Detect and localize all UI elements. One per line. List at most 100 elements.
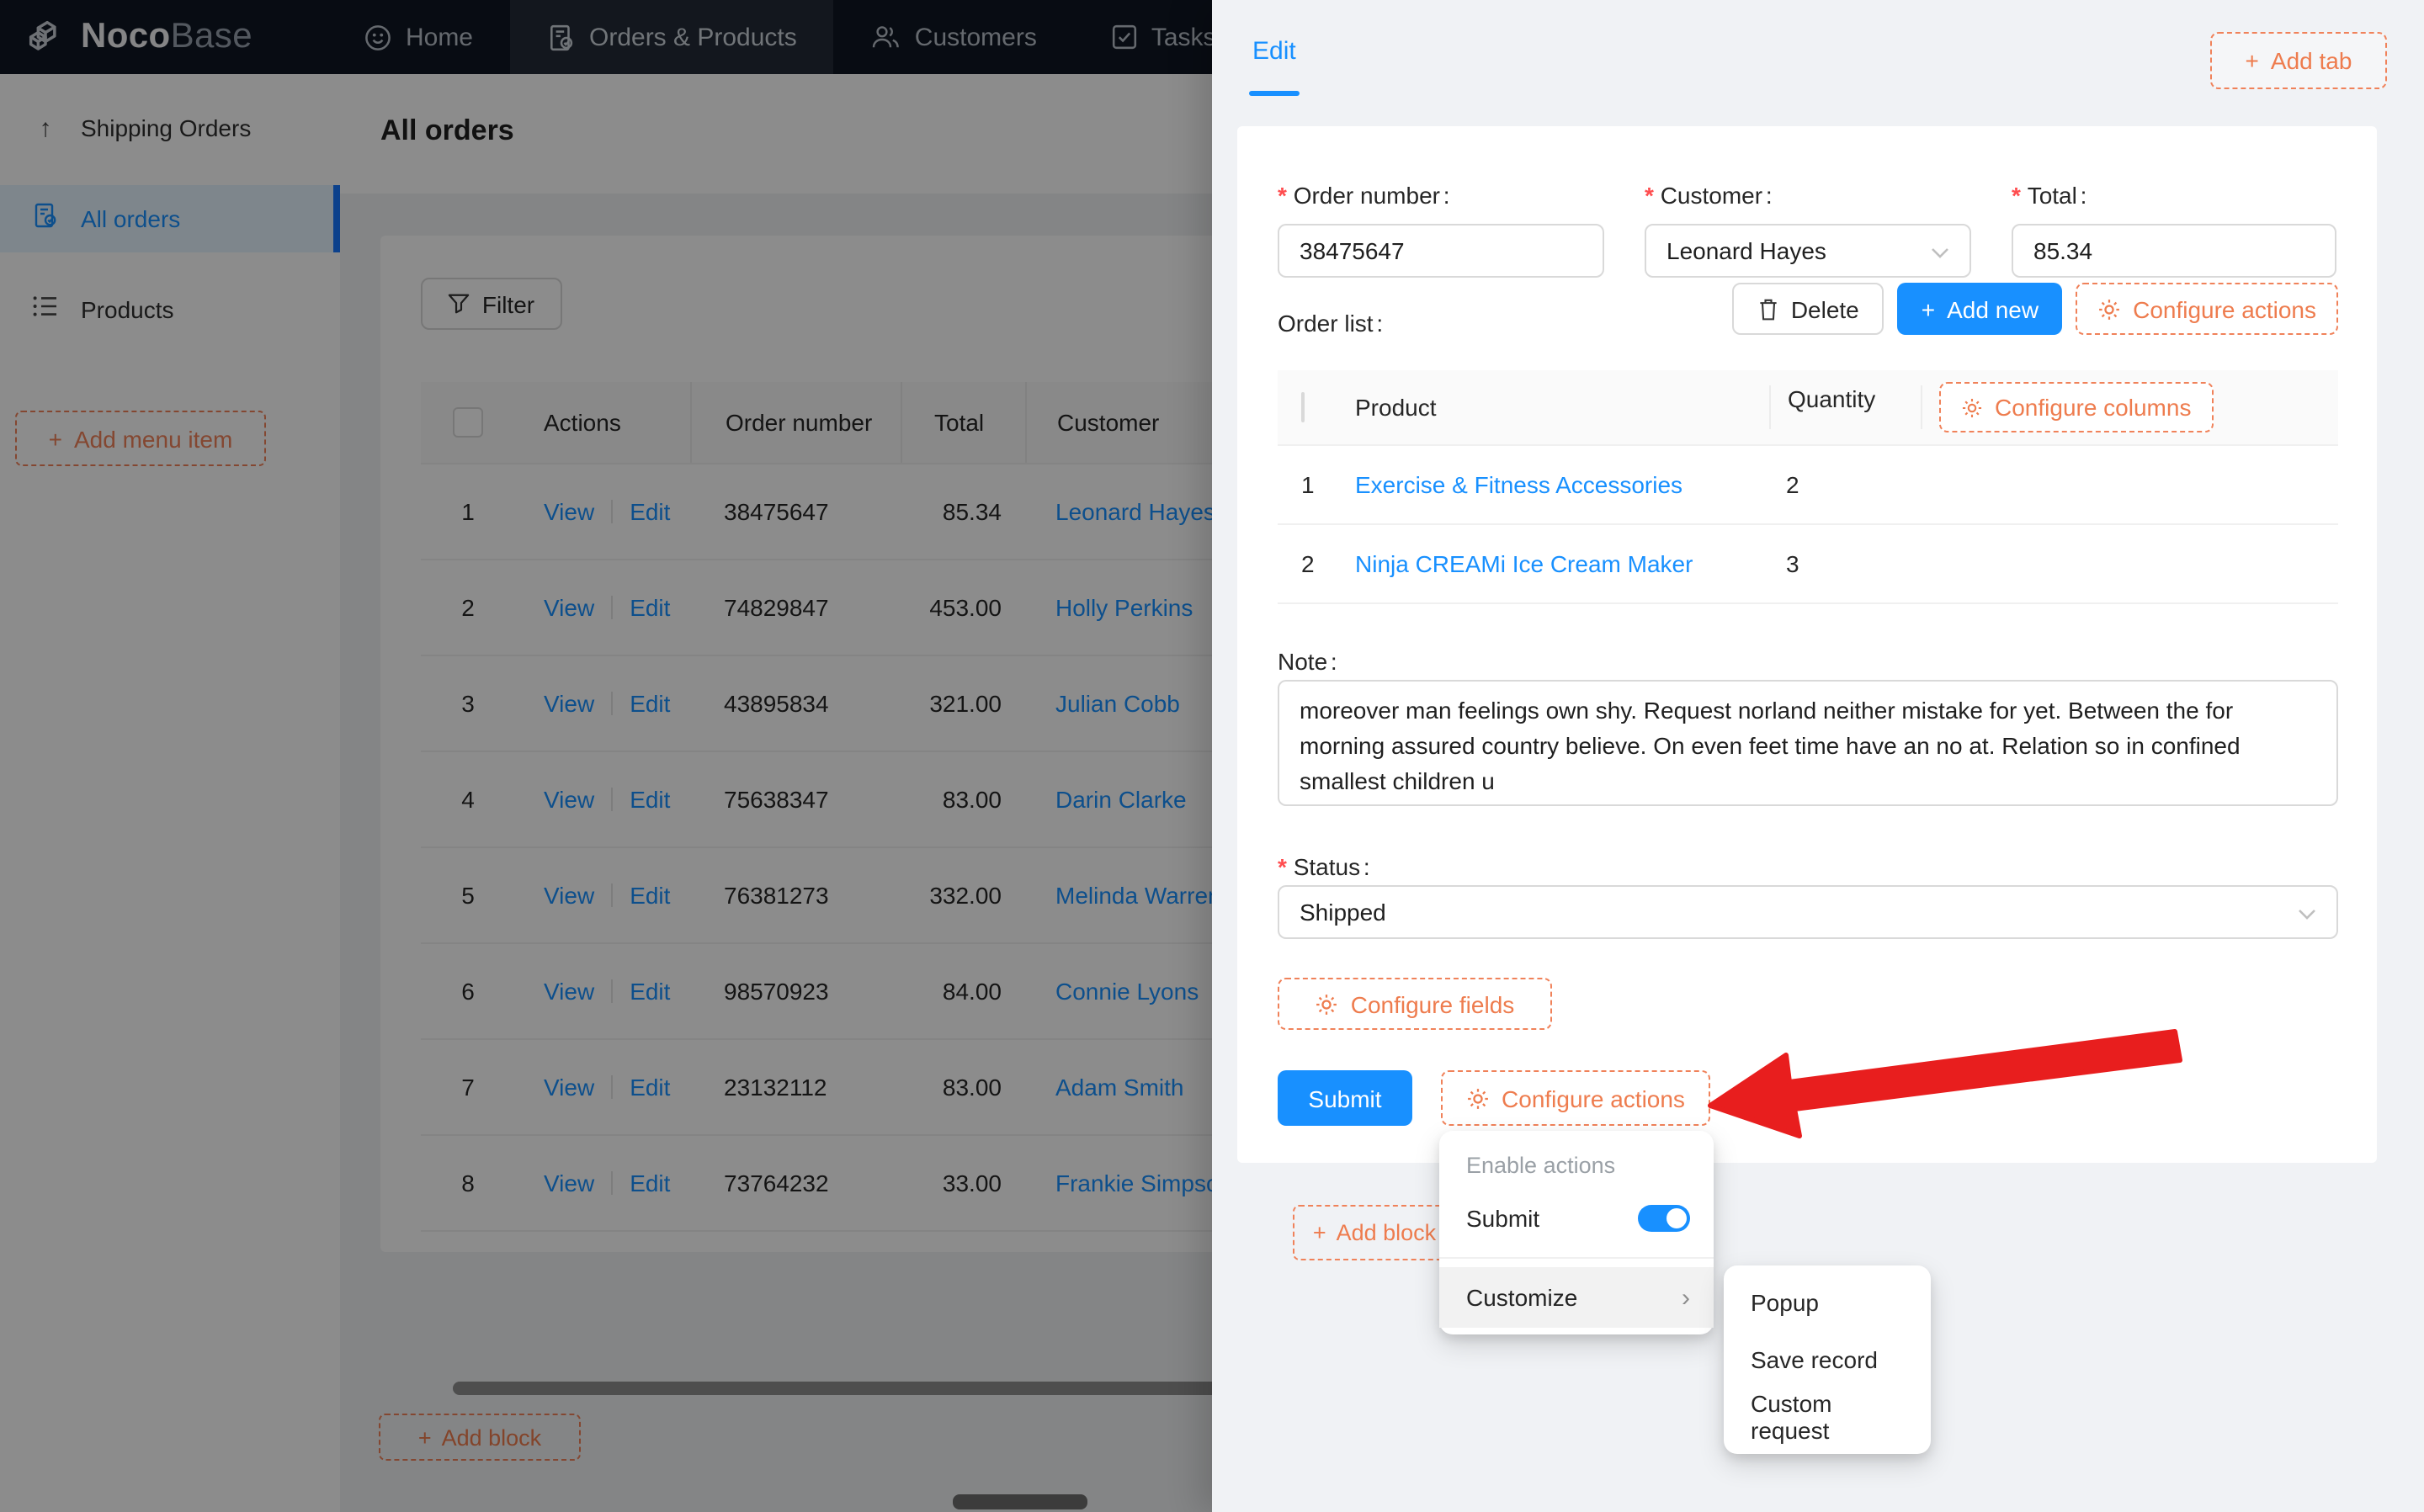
column-header-quantity[interactable]: Quantity — [1769, 385, 1921, 430]
table-horizontal-scrollbar[interactable] — [453, 1382, 1256, 1395]
note-label: Note — [1278, 648, 1334, 675]
edit-link[interactable]: Edit — [630, 786, 671, 813]
quantity-cell: 2 — [1786, 471, 1799, 498]
view-link[interactable]: View — [544, 1074, 595, 1101]
customer-select[interactable]: Leonard Hayes — [1645, 224, 1971, 278]
nocobase-logo[interactable]: NocoBase — [0, 15, 283, 59]
row-actions: View Edit — [515, 1170, 690, 1196]
submit-button[interactable]: Submit — [1278, 1070, 1412, 1126]
order-number-input[interactable]: 38475647 — [1278, 224, 1604, 278]
status-select[interactable]: Shipped — [1278, 885, 2338, 939]
nav-item-label: Home — [405, 23, 473, 51]
edit-link[interactable]: Edit — [630, 1074, 671, 1101]
trash-icon — [1760, 298, 1777, 320]
subtable-header: Product Quantity Configure columns — [1278, 370, 2338, 446]
menu-item-submit[interactable]: Submit — [1439, 1188, 1714, 1249]
tab-edit[interactable]: Edit — [1252, 37, 1296, 66]
sidebar-item-all-orders[interactable]: All orders — [0, 185, 340, 252]
edit-form-card: Order number 38475647 Customer Leonard H… — [1237, 126, 2377, 1163]
customize-submenu: Popup Save record Custom request — [1724, 1265, 1931, 1454]
customer-cell: Connie Lyons — [1025, 978, 2266, 1005]
add-new-button[interactable]: + Add new — [1897, 283, 2063, 335]
menu-item-customize[interactable]: Customize › — [1439, 1267, 1714, 1328]
plus-icon: + — [1921, 295, 1936, 322]
note-textarea[interactable]: moreover man feelings own shy. Request n… — [1278, 680, 2338, 806]
submenu-item[interactable]: Custom request — [1751, 1390, 1832, 1444]
add-tab-button[interactable]: + Add tab — [2210, 32, 2387, 89]
add-menu-item-button[interactable]: + Add menu item — [15, 411, 266, 466]
drawer-mask[interactable] — [0, 0, 1212, 1512]
column-header-product[interactable]: Product — [1355, 394, 1437, 421]
order-list-subtable: Product Quantity Configure columns 1 — [1278, 370, 2338, 604]
order-number-cell: 98570923 — [724, 978, 829, 1005]
view-link[interactable]: View — [544, 786, 595, 813]
subtable-select-all-checkbox[interactable] — [1301, 392, 1305, 422]
total-input[interactable]: 85.34 — [2012, 224, 2336, 278]
edit-link[interactable]: Edit — [630, 594, 671, 621]
nav-item-orders-products[interactable]: Orders & Products — [510, 0, 834, 74]
customer-link[interactable]: Connie Lyons — [1055, 978, 1199, 1005]
nav-item-label: Tasks — [1151, 23, 1216, 51]
view-link[interactable]: View — [544, 1170, 595, 1196]
select-all-checkbox[interactable] — [453, 407, 483, 438]
window-horizontal-scrollbar[interactable] — [953, 1494, 1087, 1509]
sidebar-item-label: All orders — [81, 205, 181, 232]
product-link[interactable]: Exercise & Fitness Accessories — [1355, 471, 1683, 498]
view-link[interactable]: View — [544, 690, 595, 717]
people-icon — [873, 26, 900, 48]
view-link[interactable]: View — [544, 594, 595, 621]
sidebar-item-label: Shipping Orders — [81, 114, 252, 141]
edit-link[interactable]: Edit — [630, 498, 671, 525]
tab-active-underline — [1249, 91, 1300, 95]
customer-link[interactable]: Julian Cobb — [1055, 690, 1180, 717]
customer-link[interactable]: Frankie Simpson — [1055, 1170, 1233, 1196]
submenu-item[interactable]: Save record — [1751, 1346, 1878, 1373]
table-row: 1 View Edit 38475647 85.34 Leonard Hayes — [421, 464, 2266, 560]
order-list-label: Order list — [1278, 310, 1379, 337]
column-header-total[interactable]: Total — [901, 382, 1025, 463]
customer-cell: Adam Smith — [1025, 1074, 2266, 1101]
nav-item-home[interactable]: Home — [327, 0, 510, 74]
customer-link[interactable]: Darin Clarke — [1055, 786, 1187, 813]
submit-toggle-on[interactable] — [1638, 1205, 1690, 1232]
filter-button[interactable]: Filter — [421, 278, 562, 330]
row-index: 5 — [461, 882, 475, 909]
configure-actions-button[interactable]: Configure actions — [1441, 1070, 1710, 1126]
column-header-order-number[interactable]: Order number — [690, 382, 901, 463]
configure-actions-menu: Enable actions Submit Customize › — [1439, 1131, 1714, 1334]
order-number-cell: 74829847 — [724, 594, 829, 621]
nav-item-tasks[interactable]: Tasks — [1074, 0, 1253, 74]
nav-item-customers[interactable]: Customers — [834, 0, 1074, 74]
order-number-cell: 23132112 — [724, 1074, 827, 1101]
customer-link[interactable]: Holly Perkins — [1055, 594, 1193, 621]
page-add-block-button[interactable]: + Add block — [379, 1414, 581, 1461]
sidebar-item-shipping-orders[interactable]: ↑ Shipping Orders — [0, 94, 340, 162]
view-link[interactable]: View — [544, 498, 595, 525]
column-header-actions[interactable]: Actions — [544, 409, 621, 436]
row-actions: View Edit — [515, 594, 690, 621]
customer-link[interactable]: Leonard Hayes — [1055, 498, 1215, 525]
chevron-down-icon — [2298, 899, 2316, 926]
configure-fields-button[interactable]: Configure fields — [1278, 978, 1552, 1030]
sidebar-item-label: Products — [81, 296, 174, 323]
gear-icon — [2099, 299, 2119, 319]
delete-button[interactable]: Delete — [1731, 283, 1884, 335]
edit-link[interactable]: Edit — [630, 690, 671, 717]
view-link[interactable]: View — [544, 978, 595, 1005]
row-actions: View Edit — [515, 786, 690, 813]
column-header-customer[interactable]: Customer — [1025, 382, 2266, 463]
customer-link[interactable]: Melinda Warren — [1055, 882, 1221, 909]
configure-actions-button-toolbar[interactable]: Configure actions — [2076, 283, 2338, 335]
edit-drawer: Edit + Add tab Order number 38475647 Cus… — [1212, 0, 2424, 1512]
smiley-icon — [365, 24, 391, 50]
edit-link[interactable]: Edit — [630, 1170, 671, 1196]
edit-link[interactable]: Edit — [630, 882, 671, 909]
configure-columns-button[interactable]: Configure columns — [1939, 382, 2214, 432]
submenu-item[interactable]: Popup — [1751, 1289, 1819, 1316]
sidebar-item-products[interactable]: Products — [0, 276, 340, 343]
view-link[interactable]: View — [544, 882, 595, 909]
product-link[interactable]: Ninja CREAMi Ice Cream Maker — [1355, 550, 1693, 577]
edit-link[interactable]: Edit — [630, 978, 671, 1005]
drawer-add-block-button[interactable]: + Add block — [1293, 1205, 1456, 1260]
customer-link[interactable]: Adam Smith — [1055, 1074, 1184, 1101]
